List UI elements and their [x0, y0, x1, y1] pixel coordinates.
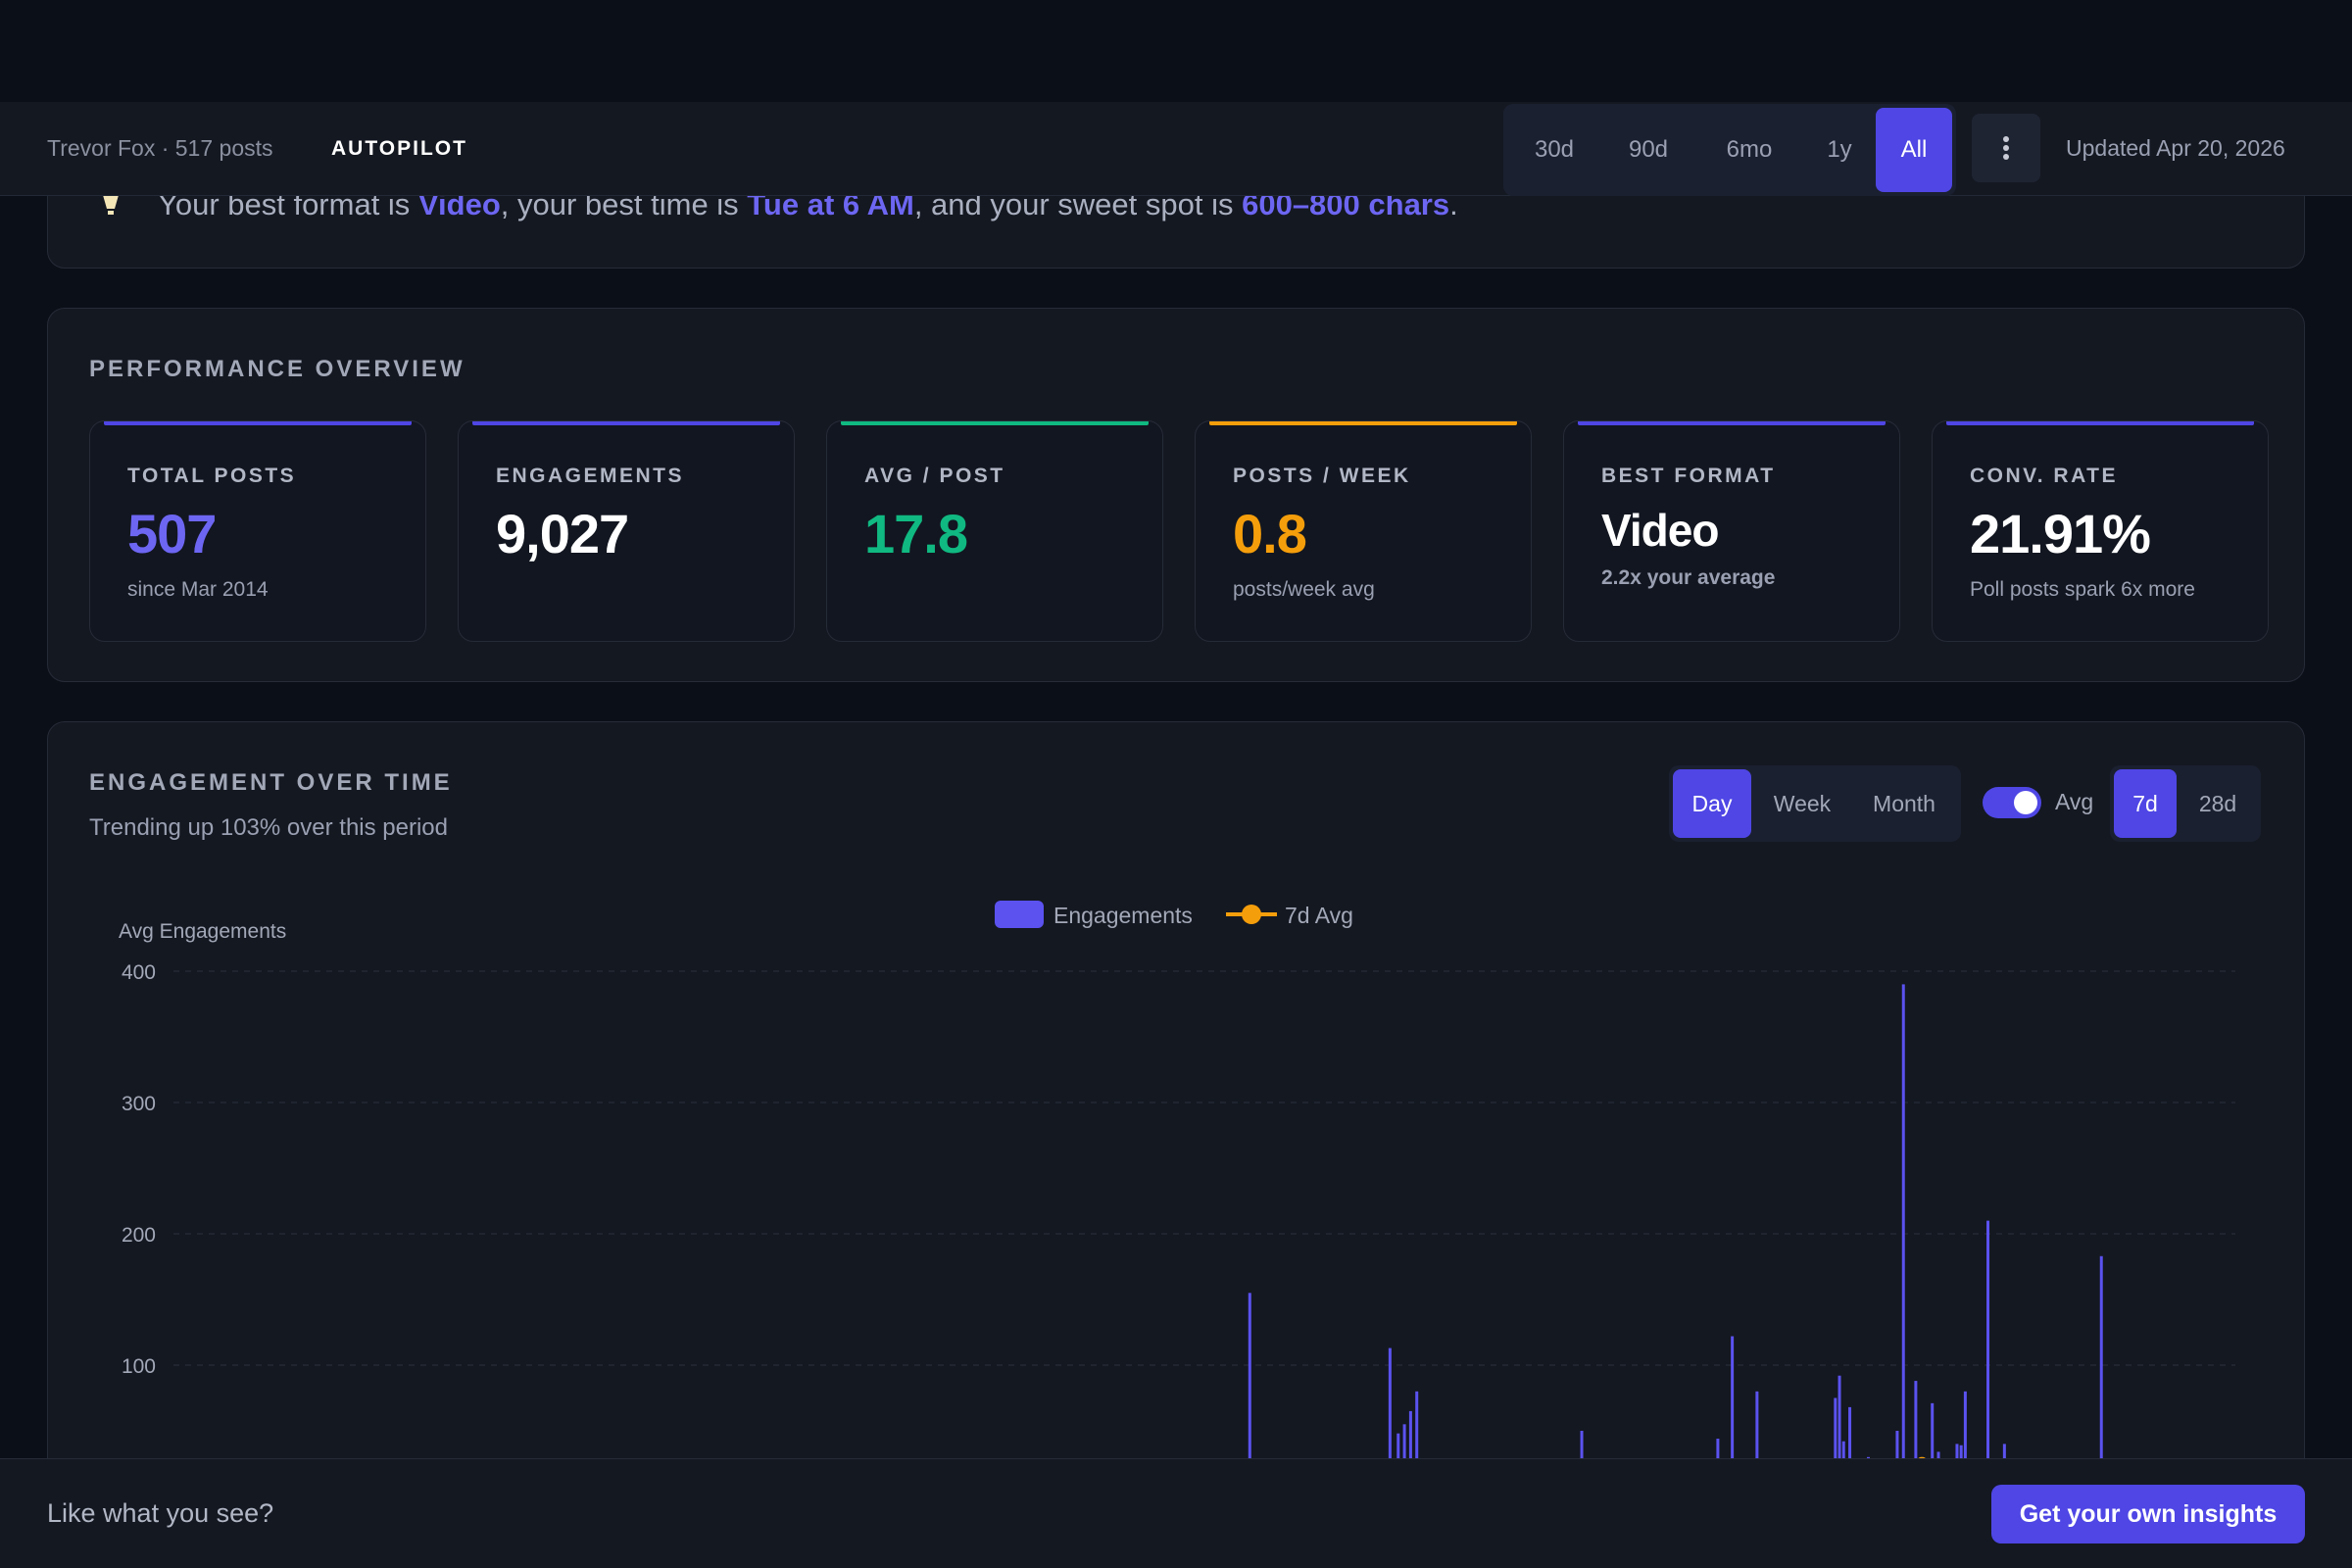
stat-value: 0.8: [1233, 503, 1307, 564]
cta-text: Like what you see?: [47, 1498, 274, 1528]
stat-sub: 2.2x your average: [1601, 566, 1776, 589]
stat-sub: since Mar 2014: [127, 578, 269, 601]
stat-value: 9,027: [496, 503, 629, 564]
stat-label: CONV. RATE: [1970, 465, 2119, 487]
user-info: Trevor Fox · 517 posts: [47, 135, 273, 161]
stat-label: ENGAGEMENTS: [496, 465, 685, 487]
range-30d-button[interactable]: 30d: [1534, 136, 1575, 163]
legend-avg-swatch: [1242, 905, 1261, 924]
stat-card-posts-week: POSTS / WEEK 0.8 posts/week avg: [1195, 420, 1532, 642]
stat-value: 507: [127, 503, 217, 564]
top-bar: Trevor Fox · 517 posts AUTOPILOT 30d 90d…: [0, 102, 2352, 196]
range-90d-button[interactable]: 90d: [1628, 136, 1669, 163]
legend: Engagements 7d Avg: [995, 901, 1353, 928]
granularity-day-button[interactable]: Day: [1673, 769, 1751, 838]
autopilot-tab[interactable]: AUTOPILOT: [331, 137, 467, 160]
get-insights-button[interactable]: Get your own insights: [1991, 1485, 2305, 1544]
avg-window-selector: 7d 28d: [2110, 765, 2261, 842]
granularity-month-button[interactable]: Month: [1873, 791, 1936, 816]
legend-avg-label: 7d Avg: [1285, 903, 1353, 928]
y-tick-label: 300: [122, 1093, 156, 1115]
granularity-week-button[interactable]: Week: [1773, 791, 1832, 816]
window-28d-button[interactable]: 28d: [2198, 791, 2237, 816]
stat-card-best-format: BEST FORMAT Video 2.2x your average: [1563, 420, 1900, 642]
engagement-bar: [1248, 1293, 1251, 1568]
engagement-bar: [1901, 984, 1905, 1568]
stat-value: 21.91%: [1970, 503, 2151, 564]
more-options-button[interactable]: [1972, 114, 2040, 182]
stat-sub: posts/week avg: [1233, 578, 1375, 601]
stat-label: BEST FORMAT: [1601, 465, 1776, 487]
stat-label: TOTAL POSTS: [127, 465, 297, 487]
granularity-selector: Day Week Month: [1669, 765, 1961, 842]
stat-label: POSTS / WEEK: [1233, 465, 1411, 487]
stat-value: Video: [1601, 505, 1719, 556]
range-all-button[interactable]: All: [1876, 108, 1952, 192]
stat-card-avg-post: AVG / POST 17.8: [826, 420, 1163, 642]
grid: 100 200 300 400: [122, 961, 2235, 1378]
engagement-bar: [1388, 1348, 1392, 1568]
engagement-subtitle: Trending up 103% over this period: [89, 814, 448, 841]
y-tick-label: 100: [122, 1355, 156, 1378]
avg-toggle-label: Avg: [2055, 789, 2094, 814]
legend-engagements-swatch: [995, 901, 1044, 928]
legend-engagements-label: Engagements: [1054, 903, 1193, 928]
window-7d-button[interactable]: 7d: [2114, 769, 2177, 838]
range-6mo-button[interactable]: 6mo: [1726, 136, 1773, 163]
cta-bar: Like what you see? Get your own insights: [0, 1458, 2352, 1568]
updated-timestamp: Updated Apr 20, 2026: [2066, 135, 2285, 161]
y-tick-label: 200: [122, 1224, 156, 1247]
range-1y-button[interactable]: 1y: [1827, 136, 1852, 163]
y-axis-label: Avg Engagements: [119, 920, 286, 943]
more-vertical-icon: [2003, 136, 2009, 142]
stat-card-engagements: ENGAGEMENTS 9,027: [458, 420, 795, 642]
performance-overview-card: PERFORMANCE OVERVIEW TOTAL POSTS 507 sin…: [47, 308, 2305, 682]
stat-sub: Poll posts spark 6x more: [1970, 578, 2195, 601]
stat-label: AVG / POST: [864, 465, 1005, 487]
engagement-bar: [2099, 1255, 2103, 1568]
time-range-selector: 30d 90d 6mo 1y All: [1503, 104, 1956, 196]
avg-toggle[interactable]: [1983, 787, 2041, 818]
engagement-chart: Engagements 7d Avg Avg Engagements 100 20…: [119, 901, 2235, 1568]
stat-card-conv-rate: CONV. RATE 21.91% Poll posts spark 6x mo…: [1932, 420, 2269, 642]
performance-overview-title: PERFORMANCE OVERVIEW: [89, 356, 466, 382]
engagement-bar: [1986, 1220, 1990, 1568]
stat-card-total-posts: TOTAL POSTS 507 since Mar 2014: [89, 420, 426, 642]
lightbulb-icon: [103, 195, 119, 215]
engagement-title: ENGAGEMENT OVER TIME: [89, 769, 453, 796]
stat-value: 17.8: [864, 503, 968, 564]
y-tick-label: 400: [122, 961, 156, 984]
engagement-bar: [1731, 1336, 1735, 1568]
engagement-over-time-card: ENGAGEMENT OVER TIME Trending up 103% ov…: [47, 721, 2305, 1568]
